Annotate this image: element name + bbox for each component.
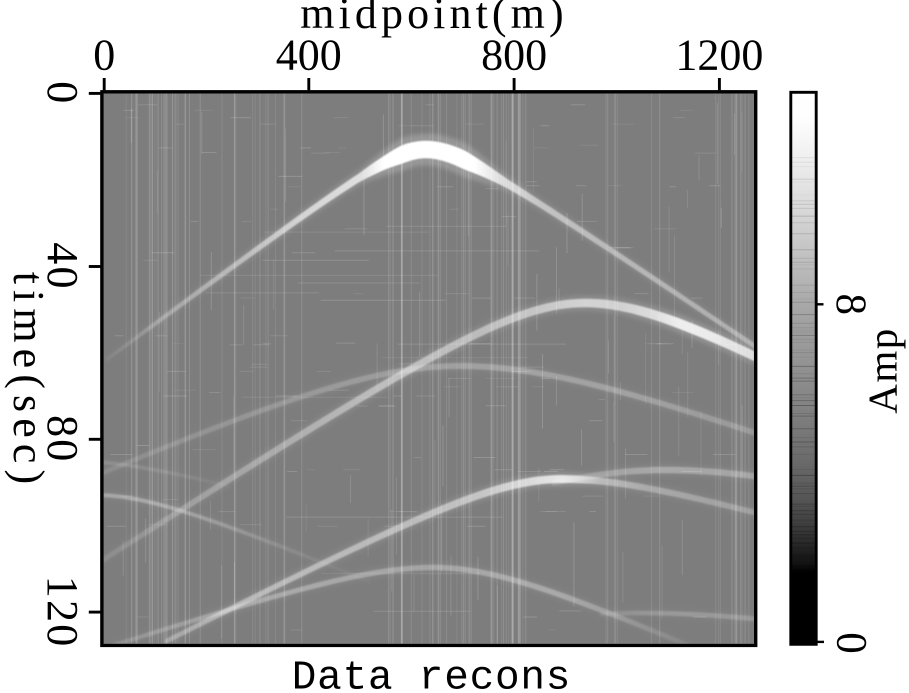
svg-text:0: 0 xyxy=(38,81,87,105)
svg-text:80: 80 xyxy=(38,415,87,463)
svg-text:40: 40 xyxy=(38,242,87,290)
svg-text:800: 800 xyxy=(481,31,547,80)
svg-text:Amp: Amp xyxy=(859,327,905,414)
svg-text:Data recons: Data recons xyxy=(292,656,571,693)
svg-text:time(sec): time(sec) xyxy=(4,272,53,491)
svg-text:0: 0 xyxy=(93,31,115,80)
svg-text:400: 400 xyxy=(276,31,342,80)
svg-text:1200: 1200 xyxy=(675,31,763,80)
svg-text:0: 0 xyxy=(828,632,875,654)
svg-text:midpoint(m): midpoint(m) xyxy=(300,0,568,38)
svg-text:8: 8 xyxy=(827,294,874,316)
svg-text:120: 120 xyxy=(38,576,87,649)
